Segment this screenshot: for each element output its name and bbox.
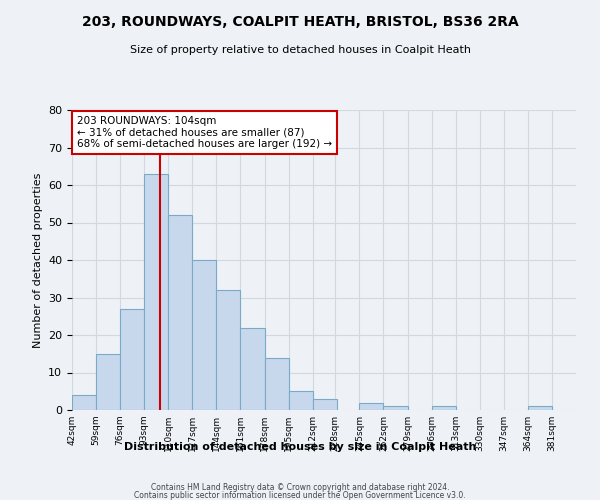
Bar	[96, 354, 120, 410]
Bar	[217, 290, 241, 410]
Text: Distribution of detached houses by size in Coalpit Heath: Distribution of detached houses by size …	[124, 442, 476, 452]
Bar	[241, 328, 265, 410]
Text: Contains HM Land Registry data © Crown copyright and database right 2024.: Contains HM Land Registry data © Crown c…	[151, 482, 449, 492]
Bar	[168, 215, 193, 410]
Bar	[383, 406, 407, 410]
Bar	[359, 402, 383, 410]
Bar	[265, 358, 289, 410]
Text: 203 ROUNDWAYS: 104sqm
← 31% of detached houses are smaller (87)
68% of semi-deta: 203 ROUNDWAYS: 104sqm ← 31% of detached …	[77, 116, 332, 149]
Bar	[289, 391, 313, 410]
Bar	[72, 395, 96, 410]
Bar	[431, 406, 455, 410]
Text: 203, ROUNDWAYS, COALPIT HEATH, BRISTOL, BS36 2RA: 203, ROUNDWAYS, COALPIT HEATH, BRISTOL, …	[82, 15, 518, 29]
Bar	[313, 399, 337, 410]
Text: Contains public sector information licensed under the Open Government Licence v3: Contains public sector information licen…	[134, 491, 466, 500]
Y-axis label: Number of detached properties: Number of detached properties	[32, 172, 43, 348]
Bar	[120, 308, 144, 410]
Bar	[193, 260, 217, 410]
Bar	[144, 174, 168, 410]
Bar	[528, 406, 552, 410]
Text: Size of property relative to detached houses in Coalpit Heath: Size of property relative to detached ho…	[130, 45, 470, 55]
